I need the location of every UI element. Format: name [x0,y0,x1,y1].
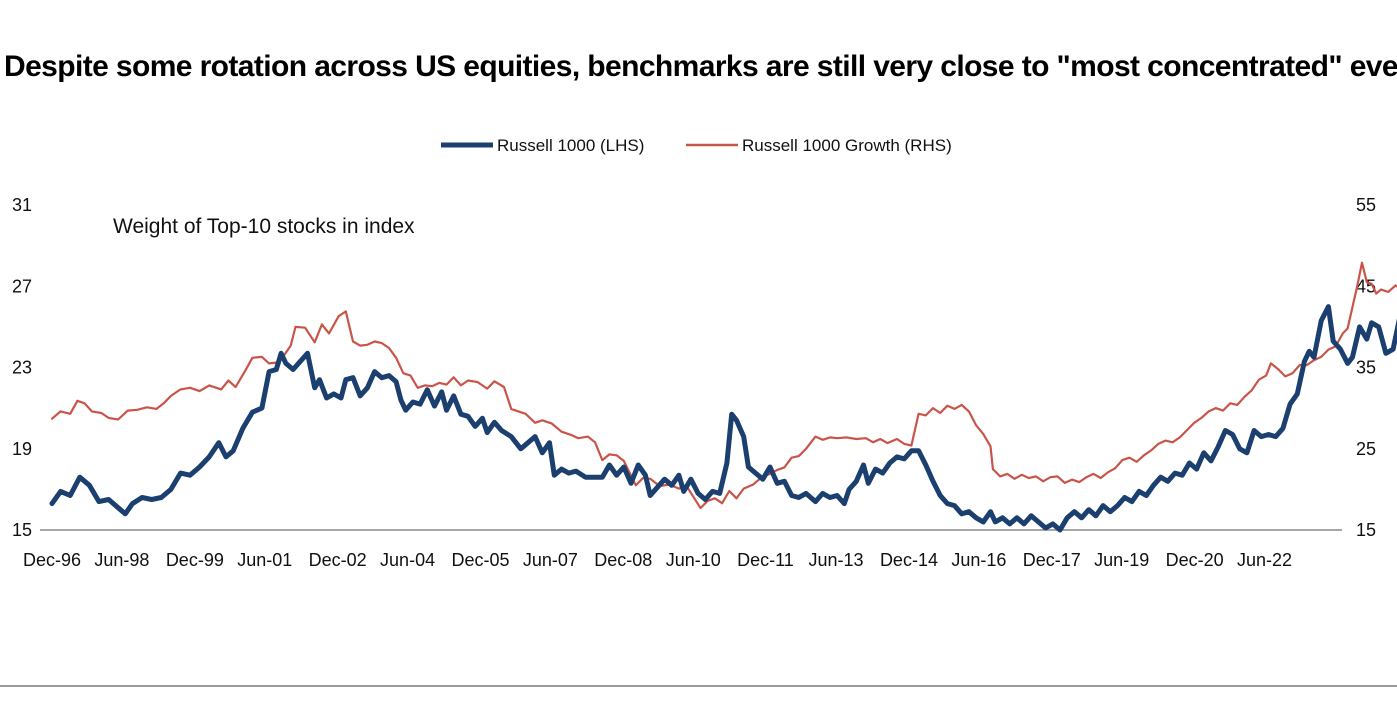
x-tick-label: Jun-10 [666,550,721,570]
x-tick-label: Dec-96 [23,550,81,570]
x-axis: Dec-96 Jun-98 Dec-99 Jun-01 Dec-02 Jun-04 Dec-… [23,550,1292,570]
legend: Russell 1000 (LHS) Russell 1000 Growth (… [441,136,952,155]
left-axis: 31 27 23 19 15 [12,195,32,540]
legend-label-russell-1000-growth: Russell 1000 Growth (RHS) [742,136,952,155]
y-right-tick-label: 15 [1356,520,1376,540]
right-axis: 55 45 35 25 15 [1356,195,1376,540]
y-left-tick-label: 27 [12,276,32,296]
y-left-tick-label: 19 [12,439,32,459]
x-tick-label: Dec-20 [1166,550,1224,570]
x-tick-label: Dec-11 [737,550,794,570]
x-tick-label: Jun-04 [380,550,435,570]
legend-label-russell-1000: Russell 1000 (LHS) [497,136,644,155]
x-tick-label: Jun-01 [237,550,292,570]
series-line-russell-1000 [49,304,1397,533]
x-tick-label: Jun-98 [94,550,149,570]
x-tick-label: Dec-08 [594,550,652,570]
bottom-divider [0,685,1397,687]
x-tick-label: Dec-14 [880,550,938,570]
x-tick-label: Dec-99 [166,550,224,570]
y-left-tick-label: 23 [12,358,32,378]
x-tick-label: Dec-02 [309,550,367,570]
x-tick-label: Jun-13 [809,550,864,570]
chart-title: Despite some rotation across US equities… [4,50,1397,83]
y-right-tick-label: 45 [1356,276,1376,296]
series-line-russell-1000-growth [50,261,1397,510]
y-right-tick-label: 25 [1356,439,1376,459]
x-tick-label: Jun-19 [1094,550,1149,570]
y-left-tick-label: 31 [12,195,32,215]
y-right-tick-label: 55 [1356,195,1376,215]
y-right-tick-label: 35 [1356,358,1376,378]
y-left-tick-label: 15 [12,520,32,540]
x-tick-label: Jun-16 [951,550,1006,570]
series-layer [49,261,1397,533]
x-tick-label: Dec-17 [1023,550,1081,570]
x-tick-label: Jun-22 [1237,550,1292,570]
x-tick-label: Jun-07 [523,550,578,570]
chart-annotation: Weight of Top-10 stocks in index [113,215,415,238]
x-tick-label: Dec-05 [451,550,509,570]
